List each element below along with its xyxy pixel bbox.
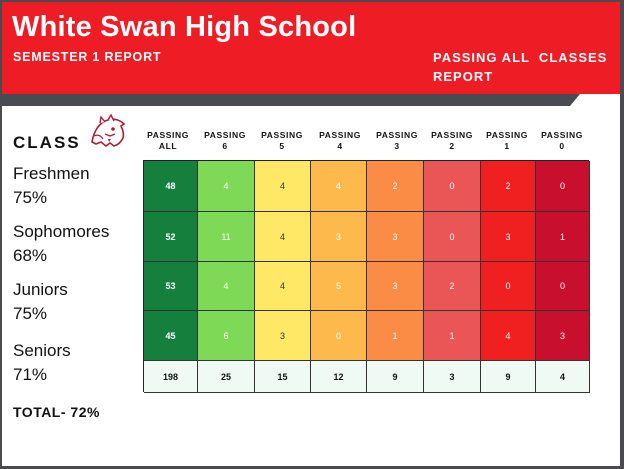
- total-cell: 3: [424, 361, 481, 393]
- table-cell: 0: [481, 262, 536, 311]
- column-header-line-2: 1: [504, 141, 510, 151]
- report-slide: White Swan High School SEMESTER 1 REPORT…: [2, 2, 620, 466]
- table-cell: 1: [367, 311, 424, 361]
- table-cell: 4: [255, 262, 311, 311]
- class-percent: 71%: [13, 365, 48, 384]
- table-cell: 0: [424, 212, 481, 262]
- column-header: PASSING 6: [197, 130, 253, 152]
- table-cell: 48: [144, 161, 198, 212]
- table-cell: 4: [255, 161, 311, 212]
- table-cell: 6: [198, 311, 255, 361]
- table-cell: 3: [481, 212, 536, 262]
- header-banner: White Swan High School SEMESTER 1 REPORT…: [2, 2, 620, 94]
- column-header-line-2: 5: [279, 141, 285, 151]
- table-cell: 3: [367, 212, 424, 262]
- class-percent: 75%: [13, 304, 48, 323]
- report-type-label: PASSING ALL CLASSES REPORT: [433, 48, 613, 86]
- class-name: Freshmen: [13, 164, 90, 183]
- cougar-logo-icon: [91, 113, 126, 148]
- total-cell: 4: [536, 361, 590, 393]
- table-cell: 2: [424, 262, 481, 311]
- table-cell: 2: [367, 161, 424, 212]
- column-header-line-2: 3: [394, 141, 400, 151]
- column-header: PASSING 5: [254, 130, 310, 152]
- table-cell: 3: [311, 212, 367, 262]
- column-header-line-1: PASSING: [541, 130, 583, 140]
- total-cell: 9: [481, 361, 536, 393]
- total-cell: 15: [255, 361, 311, 393]
- table-cell: 52: [144, 212, 198, 262]
- passing-table: 48 4 4 4 2 0 2 0 52 11 4 3 3 0 3 1 53 4 4 5 3 2 0 0 45 6 3 0 1 1 4 3 198…: [143, 160, 590, 393]
- table-cell: 1: [536, 212, 590, 262]
- row-label-freshmen: Freshmen 75%: [13, 162, 90, 210]
- table-cell: 4: [481, 311, 536, 361]
- column-header-line-2: ALL: [158, 141, 178, 151]
- total-cell: 9: [367, 361, 424, 393]
- table-cell: 5: [311, 262, 367, 311]
- class-name: Seniors: [13, 341, 71, 360]
- table-cell: 11: [198, 212, 255, 262]
- table-cell: 0: [536, 262, 590, 311]
- table-cell: 45: [144, 311, 198, 361]
- table-cell: 3: [367, 262, 424, 311]
- total-cell: 198: [144, 361, 198, 393]
- column-header: PASSING 0: [534, 130, 590, 152]
- column-header-line-1: PASSING: [261, 130, 303, 140]
- report-type-line-1: PASSING ALL CLASSES: [433, 50, 608, 65]
- column-header: PASSING 4: [312, 130, 368, 152]
- total-cell: 12: [311, 361, 367, 393]
- row-label-seniors: Seniors 71%: [13, 339, 71, 387]
- table-cell: 4: [198, 262, 255, 311]
- table-cell: 4: [198, 161, 255, 212]
- column-header-line-1: PASSING: [204, 130, 246, 140]
- semester-label: SEMESTER 1 REPORT: [13, 50, 162, 64]
- page-title: White Swan High School: [12, 11, 357, 43]
- column-header-line-2: 4: [337, 141, 343, 151]
- table-cell: 0: [311, 311, 367, 361]
- class-percent: 68%: [13, 246, 48, 265]
- row-label-sophomores: Sophomores 68%: [13, 220, 109, 268]
- table-cell: 0: [424, 161, 481, 212]
- total-cell: 25: [198, 361, 255, 393]
- row-label-juniors: Juniors 75%: [13, 278, 68, 326]
- class-name: Sophomores: [13, 222, 110, 241]
- table-cell: 4: [255, 212, 311, 262]
- column-header-line-2: 2: [449, 141, 455, 151]
- class-heading: CLASS: [13, 133, 81, 152]
- column-header: PASSING 2: [424, 130, 480, 152]
- table-cell: 3: [255, 311, 311, 361]
- report-type-line-2: REPORT: [433, 69, 494, 84]
- column-header-line-1: PASSING: [147, 130, 189, 140]
- total-label: TOTAL- 72%: [13, 404, 100, 420]
- table-cell: 2: [481, 161, 536, 212]
- column-header-line-1: PASSING: [319, 130, 361, 140]
- table-cell: 1: [424, 311, 481, 361]
- column-header: PASSING ALL: [140, 130, 196, 152]
- column-header-line-1: PASSING: [376, 130, 418, 140]
- column-header: PASSING 1: [479, 130, 535, 152]
- table-cell: 53: [144, 262, 198, 311]
- table-cell: 4: [311, 161, 367, 212]
- table-cell: 0: [536, 161, 590, 212]
- table-cell: 3: [536, 311, 590, 361]
- column-header-line-2: 0: [559, 141, 565, 151]
- column-header-line-1: PASSING: [431, 130, 473, 140]
- class-percent: 75%: [13, 188, 48, 207]
- column-header-line-2: 6: [222, 141, 228, 151]
- header-stripe: [2, 94, 580, 106]
- column-header: PASSING 3: [369, 130, 425, 152]
- column-header-line-1: PASSING: [486, 130, 528, 140]
- class-name: Juniors: [13, 280, 68, 299]
